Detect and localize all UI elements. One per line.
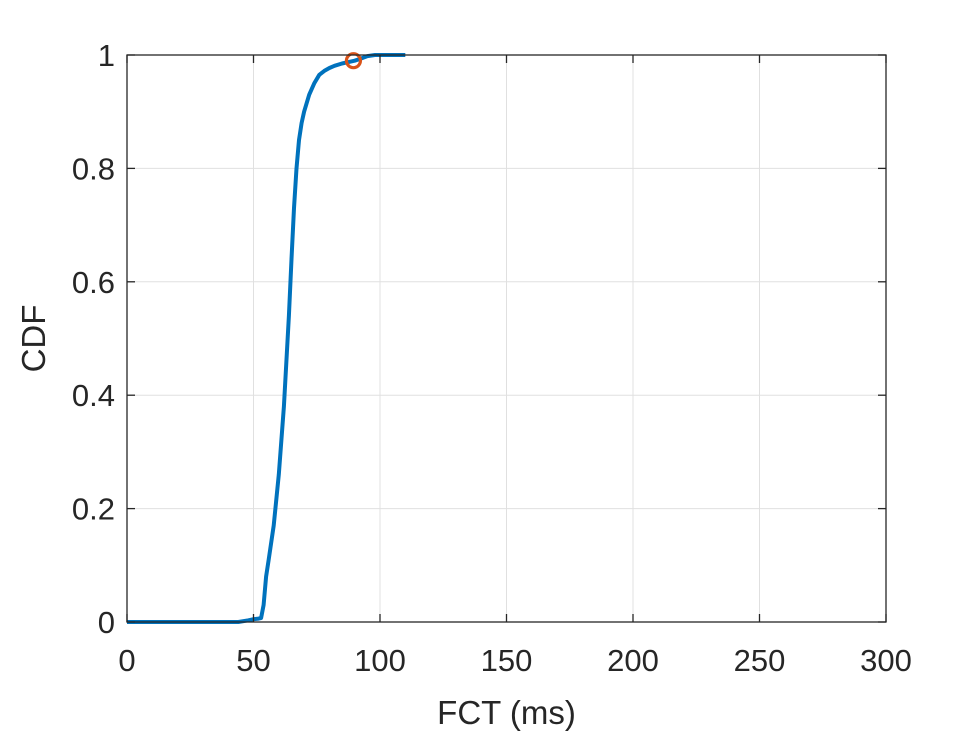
x-tick-label: 300 [860, 643, 912, 678]
x-tick-label: 100 [354, 643, 406, 678]
x-tick-label: 0 [118, 643, 135, 678]
grid-layer [127, 55, 886, 622]
y-tick-label: 0.8 [72, 151, 115, 186]
y-axis-label: CDF [15, 305, 52, 373]
x-tick-label: 200 [607, 643, 659, 678]
x-tick-label: 150 [481, 643, 533, 678]
x-tick-label: 50 [236, 643, 270, 678]
axes-layer [126, 54, 887, 623]
x-axis-label: FCT (ms) [437, 694, 576, 731]
y-tick-label: 1 [98, 38, 115, 73]
y-tick-label: 0.4 [72, 378, 115, 413]
percentile-marker [344, 52, 363, 70]
x-tick-label: 250 [734, 643, 786, 678]
y-tick-label: 0.6 [72, 265, 115, 300]
tick-layer: 0 50 100 150 200 250 300 0 0.2 0.4 0.6 0.8 1 [72, 38, 912, 678]
series-layer [127, 52, 406, 624]
y-tick-label: 0.2 [72, 492, 115, 527]
y-tick-label: 0 [98, 605, 115, 640]
cdf-series-line [127, 53, 406, 624]
